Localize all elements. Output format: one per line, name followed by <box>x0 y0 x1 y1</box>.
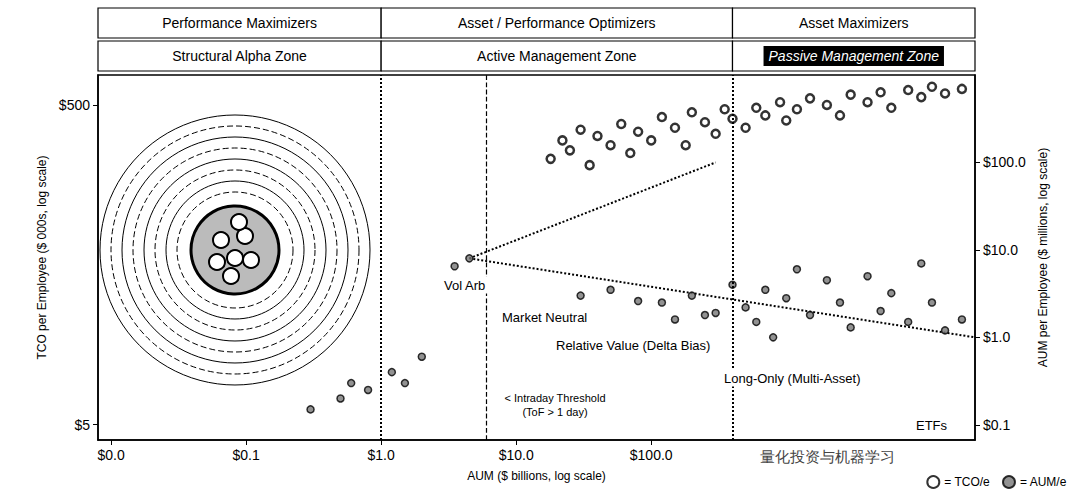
svg-text:$0.1: $0.1 <box>983 417 1010 433</box>
svg-text:Active Management Zone: Active Management Zone <box>477 48 637 64</box>
svg-text:$1.0: $1.0 <box>368 447 395 463</box>
svg-text:Asset / Performance Optimizers: Asset / Performance Optimizers <box>458 15 656 31</box>
svg-text:Relative Value (Delta Bias): Relative Value (Delta Bias) <box>556 338 710 353</box>
svg-text:$100.0: $100.0 <box>983 154 1026 170</box>
svg-text:Passive Management Zone: Passive Management Zone <box>769 48 940 64</box>
svg-text:TCO per Employee ($ 000s, log: TCO per Employee ($ 000s, log scale) <box>35 155 49 359</box>
svg-text:AUM ($ billions, log scale): AUM ($ billions, log scale) <box>467 469 606 483</box>
svg-text:< Intraday Threshold: < Intraday Threshold <box>505 392 606 404</box>
svg-text:$500: $500 <box>59 97 90 113</box>
svg-text:Market Neutral: Market Neutral <box>502 310 587 325</box>
svg-text:$0.0: $0.0 <box>97 447 124 463</box>
svg-text:$10.0: $10.0 <box>983 242 1018 258</box>
svg-text:Performance Maximizers: Performance Maximizers <box>162 15 317 31</box>
svg-text:Vol Arb: Vol Arb <box>444 278 485 293</box>
svg-text:Long-Only (Multi-Asset): Long-Only (Multi-Asset) <box>724 371 861 386</box>
svg-text:(ToF > 1 day): (ToF > 1 day) <box>522 406 587 418</box>
svg-text:Asset Maximizers: Asset Maximizers <box>799 15 909 31</box>
svg-text:$100.0: $100.0 <box>630 447 673 463</box>
svg-text:$5: $5 <box>74 417 90 433</box>
svg-text:$0.1: $0.1 <box>232 447 259 463</box>
svg-text:$10.0: $10.0 <box>499 447 534 463</box>
svg-text:Structural Alpha Zone: Structural Alpha Zone <box>172 48 307 64</box>
svg-text:ETFs: ETFs <box>916 418 948 433</box>
svg-text:= AUM/e: = AUM/e <box>1020 475 1067 489</box>
svg-text:= TCO/e: = TCO/e <box>944 475 990 489</box>
svg-text:量化投资与机器学习: 量化投资与机器学习 <box>760 448 895 465</box>
svg-text:AUM per Employee ($ millions,: AUM per Employee ($ millions, log scale) <box>1036 148 1050 367</box>
svg-text:$1.0: $1.0 <box>983 329 1010 345</box>
